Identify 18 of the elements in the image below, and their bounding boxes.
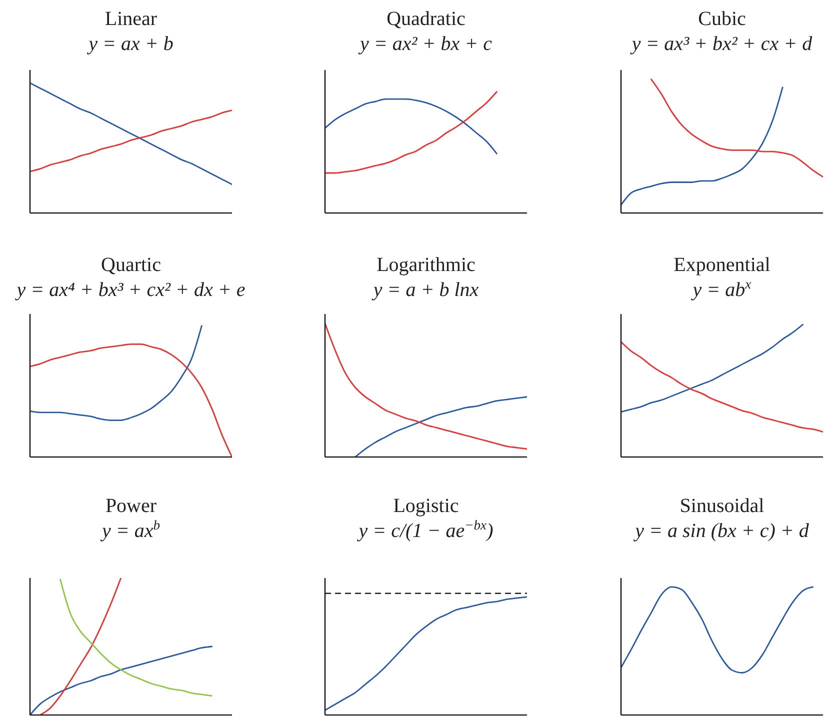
- chart-subtitle: y = a + b lnx: [370, 278, 480, 303]
- chart-title: Power: [104, 494, 158, 519]
- chart-title: Linear: [104, 7, 158, 32]
- chart-title: Cubic: [697, 7, 747, 32]
- chart-subtitle: y = ax⁴ + bx³ + cx² + dx + e: [14, 278, 246, 303]
- chart-subtitle: y = ax² + bx + c: [357, 32, 493, 57]
- chart-title: Sinusoidal: [678, 494, 766, 519]
- chart-title: Logarithmic: [376, 253, 476, 278]
- chart-title: Exponential: [672, 253, 772, 278]
- chart-subtitle: y = a sin (bx + c) + d: [632, 519, 810, 544]
- chart-title: Quartic: [100, 253, 162, 278]
- chart-subtitle: y = ax + b: [86, 32, 174, 57]
- chart-subtitle: y = c/(1 − ae$^{−bx}$): [356, 518, 494, 544]
- chart-title: Quadratic: [386, 7, 466, 32]
- chart-subtitle: y = ax³ + bx² + cx + d: [629, 32, 814, 57]
- chart-title: Logistic: [392, 494, 460, 519]
- chart-subtitle: y = ax$^{b}$: [99, 518, 162, 544]
- chart-subtitle: y = ab$^{x}$: [690, 276, 752, 303]
